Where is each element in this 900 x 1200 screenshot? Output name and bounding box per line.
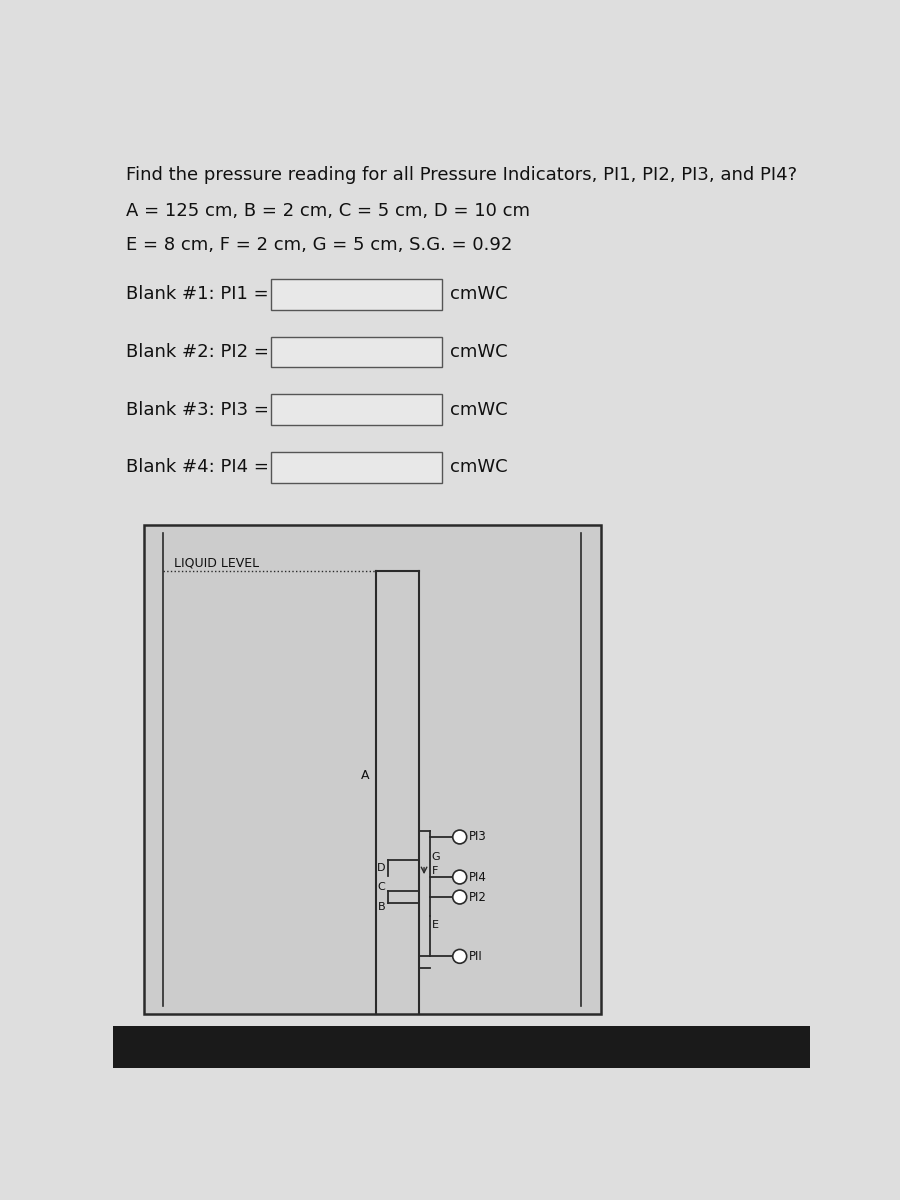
Text: Blank #1: PI1 =: Blank #1: PI1 =: [126, 286, 269, 304]
Text: cmWC: cmWC: [450, 343, 508, 361]
Text: cmWC: cmWC: [450, 458, 508, 476]
Text: cmWC: cmWC: [450, 401, 508, 419]
Circle shape: [453, 830, 467, 844]
Bar: [143, 526, 601, 1014]
Bar: [272, 395, 442, 425]
Text: D: D: [377, 863, 385, 872]
Text: E: E: [432, 920, 439, 930]
Bar: [272, 336, 442, 367]
Text: B: B: [378, 901, 385, 912]
Text: Blank #4: PI4 =: Blank #4: PI4 =: [126, 458, 269, 476]
Text: Find the pressure reading for all Pressure Indicators, PI1, PI2, PI3, and PI4?: Find the pressure reading for all Pressu…: [126, 166, 797, 184]
Text: A = 125 cm, B = 2 cm, C = 5 cm, D = 10 cm: A = 125 cm, B = 2 cm, C = 5 cm, D = 10 c…: [126, 202, 530, 220]
Text: C: C: [378, 882, 385, 893]
Circle shape: [453, 890, 467, 904]
Text: A: A: [361, 769, 370, 782]
Circle shape: [453, 949, 467, 964]
Circle shape: [453, 870, 467, 884]
Text: PII: PII: [469, 950, 482, 962]
Text: F: F: [432, 866, 438, 876]
Bar: [272, 452, 442, 482]
Text: cmWC: cmWC: [450, 286, 508, 304]
Text: PI3: PI3: [469, 830, 487, 844]
Bar: [112, 1026, 810, 1068]
Text: PI4: PI4: [469, 870, 487, 883]
Text: E = 8 cm, F = 2 cm, G = 5 cm, S.G. = 0.92: E = 8 cm, F = 2 cm, G = 5 cm, S.G. = 0.9…: [126, 236, 513, 254]
Bar: [272, 278, 442, 310]
Text: LIQUID LEVEL: LIQUID LEVEL: [175, 556, 259, 569]
Text: G: G: [432, 852, 440, 863]
Text: PI2: PI2: [469, 890, 487, 904]
Text: Blank #2: PI2 =: Blank #2: PI2 =: [126, 343, 269, 361]
Text: Blank #3: PI3 =: Blank #3: PI3 =: [126, 401, 269, 419]
